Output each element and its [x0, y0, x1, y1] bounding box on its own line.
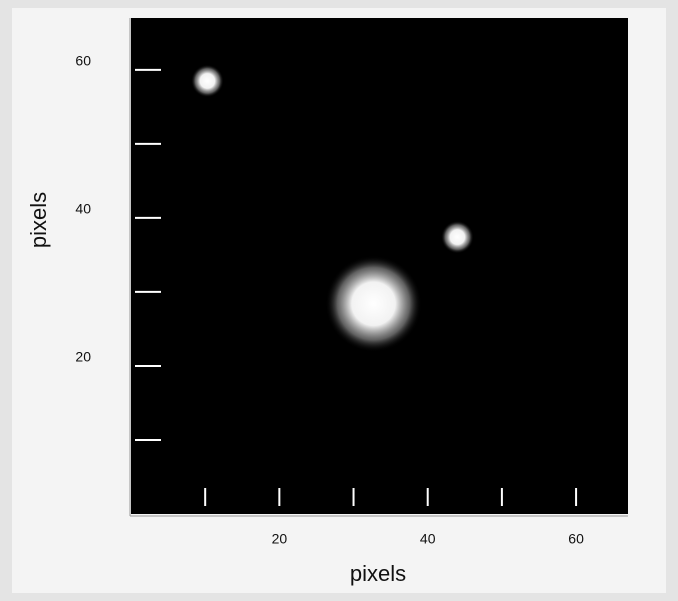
x-axis-label: pixels — [350, 561, 406, 586]
y-tick-label: 40 — [75, 201, 91, 217]
page: pixels pixels 204060204060 (() => { cons… — [0, 0, 678, 601]
x-tick-label: 60 — [568, 531, 584, 547]
chart: pixels pixels 20 40 60 20 40 60 — [0, 0, 678, 601]
y-axis-label: pixels — [26, 192, 51, 248]
y-tick-label: 60 — [75, 53, 91, 69]
x-tick-label: 40 — [420, 531, 436, 547]
x-tick-label: 20 — [272, 531, 288, 547]
y-tick-label: 20 — [75, 349, 91, 365]
